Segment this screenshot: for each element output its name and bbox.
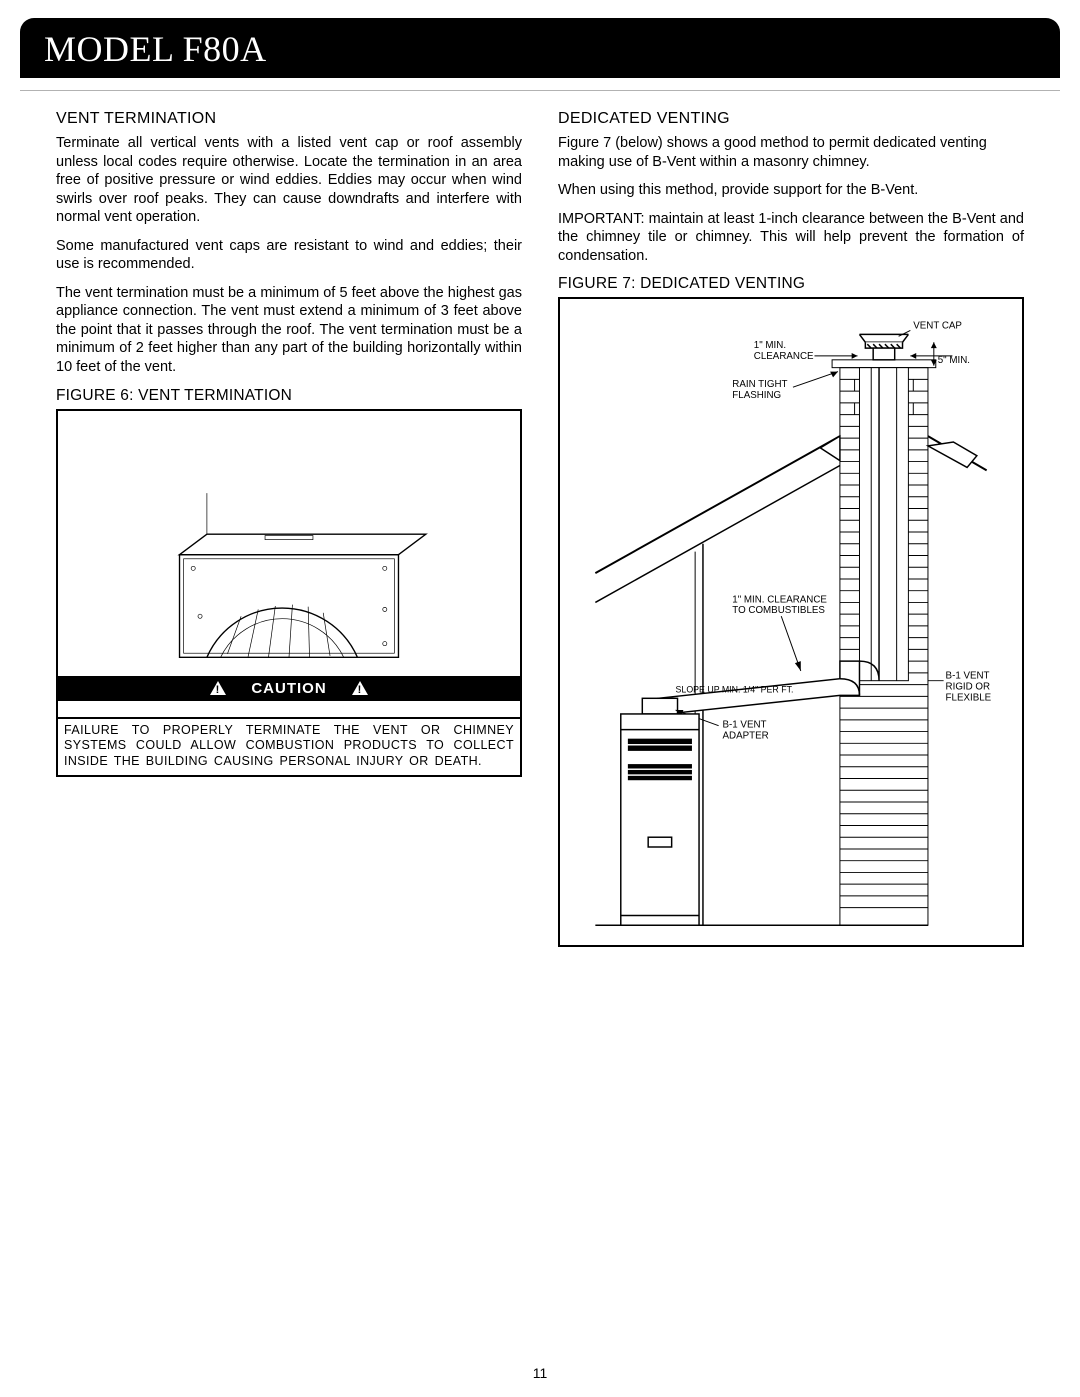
label-slope: SLOPE UP MIN. 1/4" PER FT. — [676, 685, 794, 695]
caution-text-box: FAILURE TO PROPERLY TERMINATE THE VENT O… — [56, 719, 522, 778]
label-b1vent2: RIGID OR — [946, 682, 991, 693]
vent-termination-p3: The vent termination must be a minimum o… — [56, 284, 522, 377]
figure6-title: FIGURE 6: VENT TERMINATION — [56, 387, 522, 405]
caution-label: CAUTION — [251, 680, 326, 697]
svg-text:!: ! — [216, 684, 221, 696]
label-adapter1: B-1 VENT — [723, 720, 767, 731]
label-combust1: 1" MIN. CLEARANCE — [732, 595, 827, 606]
label-adapter2: ADAPTER — [723, 731, 769, 742]
warning-icon: ! — [351, 680, 369, 696]
page-title: MODEL F80A — [20, 18, 1060, 70]
content-columns: VENT TERMINATION Terminate all vertical … — [56, 110, 1024, 947]
label-b1vent1: B-1 VENT — [946, 671, 990, 682]
label-b1vent3: FLEXIBLE — [946, 693, 992, 704]
label-combust2: TO COMBUSTIBLES — [732, 605, 825, 616]
figure7-box: VENT CAP 1" MIN. CLEARANCE 5" MIN. RAIN … — [558, 297, 1024, 947]
label-flashing: FLASHING — [732, 390, 781, 401]
label-rain-tight: RAIN TIGHT — [732, 379, 787, 390]
svg-text:!: ! — [357, 684, 362, 696]
dedicated-venting-heading: DEDICATED VENTING — [558, 110, 1024, 128]
vent-termination-p1: Terminate all vertical vents with a list… — [56, 134, 522, 227]
vent-termination-p2: Some manufactured vent caps are resistan… — [56, 237, 522, 274]
header-bar: MODEL F80A — [20, 18, 1060, 78]
figure7-title: FIGURE 7: DEDICATED VENTING — [558, 275, 1024, 293]
dedicated-venting-p3: IMPORTANT: maintain at least 1-inch clea… — [558, 210, 1024, 266]
label-1min-clearance-l2: CLEARANCE — [754, 351, 814, 362]
figure7-diagram: VENT CAP 1" MIN. CLEARANCE 5" MIN. RAIN … — [566, 305, 1016, 939]
figure6-diagram — [58, 411, 520, 671]
vent-termination-heading: VENT TERMINATION — [56, 110, 522, 128]
figure6-box: ! CAUTION ! — [56, 409, 522, 719]
label-1min-clearance-l1: 1" MIN. — [754, 340, 786, 351]
label-5min: 5" MIN. — [938, 355, 970, 366]
right-column: DEDICATED VENTING Figure 7 (below) shows… — [558, 110, 1024, 947]
caution-bar: ! CAUTION ! — [58, 676, 520, 701]
label-vent-cap: VENT CAP — [913, 321, 962, 332]
dedicated-venting-p1: Figure 7 (below) shows a good method to … — [558, 134, 1024, 171]
warning-icon: ! — [209, 680, 227, 696]
header-rule — [20, 90, 1060, 91]
caution-body: FAILURE TO PROPERLY TERMINATE THE VENT O… — [58, 719, 520, 776]
left-column: VENT TERMINATION Terminate all vertical … — [56, 110, 522, 947]
dedicated-venting-p2: When using this method, provide support … — [558, 181, 1024, 200]
page-number: 11 — [0, 1365, 1080, 1381]
